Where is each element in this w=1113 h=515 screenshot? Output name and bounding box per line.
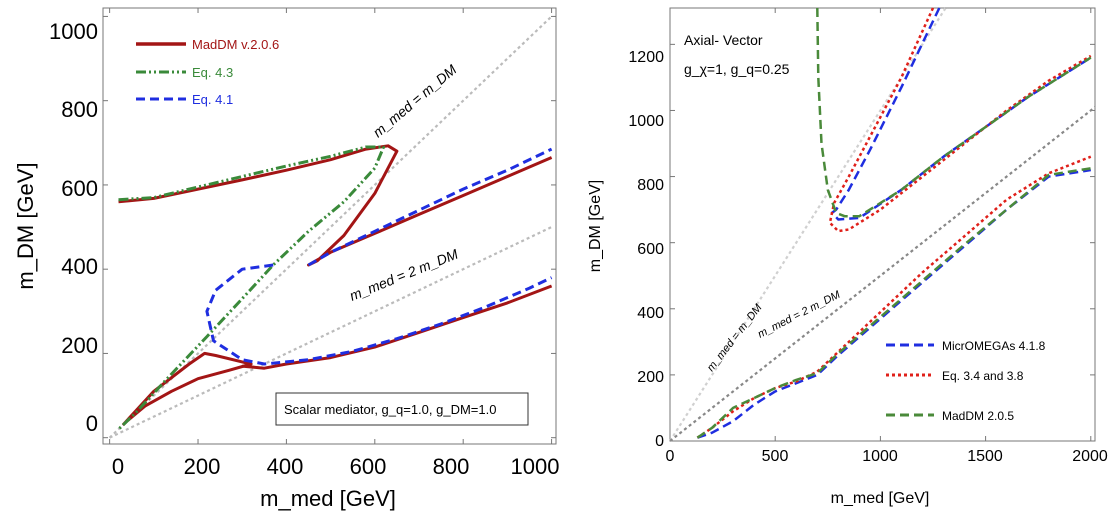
reference-line-mmed-eq-mdm: [669, 7, 947, 442]
annotation-box: [275, 392, 529, 426]
series-line-maddm-2-0-5: [816, 7, 1092, 218]
tick-marks: [103, 8, 556, 444]
y-axis-label: m_DM [GeV]: [587, 180, 604, 272]
y-tick-label: 600: [61, 176, 98, 201]
tick-marks: [669, 8, 1095, 442]
legend: MadDM v.2.0.6 Eq. 4.3 Eq. 4.1: [136, 37, 279, 107]
legend: MicrOMEGAs 4.1.8 Eq. 3.4 and 3.8 MadDM 2…: [880, 330, 1090, 430]
y-tick-label: 1000: [49, 19, 98, 44]
series-line-eq-4-3: [117, 145, 386, 431]
x-tick-label: 1000: [511, 454, 560, 479]
annotation-mmed-eq-mdm: m_med = m_DM: [370, 61, 460, 140]
series-line-eq-4-1: [205, 263, 553, 366]
series-line-maddm-v-2-0-6: [121, 351, 253, 427]
reference-lines: [669, 7, 1096, 442]
x-tick-label: 0: [112, 454, 124, 479]
series-lines: [117, 144, 553, 431]
y-axis-label: m_DM [GeV]: [13, 162, 38, 289]
x-tick-label: 500: [762, 448, 789, 465]
chart-subtitle: g_χ=1, g_q=0.25: [684, 61, 790, 77]
series-line-micromegas-4-1-8: [830, 7, 1092, 221]
series-line-maddm-2-0-5: [696, 167, 1091, 439]
series-line-maddm-v-2-0-6: [242, 284, 553, 370]
annotation-scalar-mediator: Scalar mediator, g_q=1.0, g_DM=1.0: [284, 402, 496, 417]
x-tick-label: 800: [433, 454, 470, 479]
annotation-mmed-eq-mdm: m_med = m_DM: [705, 301, 765, 373]
y-tick-label: 400: [61, 254, 98, 279]
y-tick-label: 200: [61, 333, 98, 358]
chart-left: 0 200 400 600 800 1000 0 200 400 600 800…: [13, 7, 560, 511]
plot-frame: [102, 7, 557, 445]
y-tick-label: 400: [637, 305, 664, 322]
x-tick-label: 200: [184, 454, 221, 479]
annotation-mmed-eq-2mdm: m_med = 2 m_DM: [347, 246, 460, 304]
y-tick-label: 0: [86, 411, 98, 436]
legend-label-maddm205: MadDM 2.0.5: [942, 409, 1014, 423]
legend-label-eq43: Eq. 4.3: [192, 65, 233, 80]
plot-frame: [669, 7, 1096, 442]
y-tick-label: 1000: [628, 113, 664, 130]
x-tick-label: 0: [666, 448, 675, 465]
x-axis-label: m_med [GeV]: [831, 490, 930, 507]
x-tick-label: 1000: [862, 448, 898, 465]
series-line-maddm-v-2-0-6: [118, 144, 553, 267]
x-tick-label: 2000: [1072, 448, 1108, 465]
legend-label-eq34: Eq. 3.4 and 3.8: [942, 369, 1024, 383]
series-line-micromegas-4-1-8: [696, 168, 1091, 439]
x-tick-label: 600: [350, 454, 387, 479]
legend-label-maddm: MadDM v.2.0.6: [192, 37, 279, 52]
series-line-eq-3-4-and-3-8: [828, 7, 1092, 233]
y-tick-label: 0: [655, 433, 664, 450]
y-tick-label: 1200: [628, 49, 664, 66]
x-tick-label: 400: [267, 454, 304, 479]
y-tick-label: 600: [637, 241, 664, 258]
series-lines: [696, 7, 1092, 439]
legend-label-eq41: Eq. 4.1: [192, 92, 233, 107]
chart-title: Axial- Vector: [684, 32, 763, 48]
legend-box: [880, 330, 1090, 430]
x-tick-label: 1500: [967, 448, 1003, 465]
series-line-eq-3-4-and-3-8: [696, 155, 1092, 439]
y-tick-label: 800: [61, 97, 98, 122]
reference-line-mmed-eq-2mdm: [669, 106, 1096, 442]
x-axis-label: m_med [GeV]: [260, 486, 396, 511]
legend-label-micromegas: MicrOMEGAs 4.1.8: [942, 339, 1046, 353]
y-tick-label: 800: [637, 177, 664, 194]
y-tick-label: 200: [637, 369, 664, 386]
annotation-mmed-eq-2mdm: m_med = 2 m_DM: [756, 288, 843, 340]
